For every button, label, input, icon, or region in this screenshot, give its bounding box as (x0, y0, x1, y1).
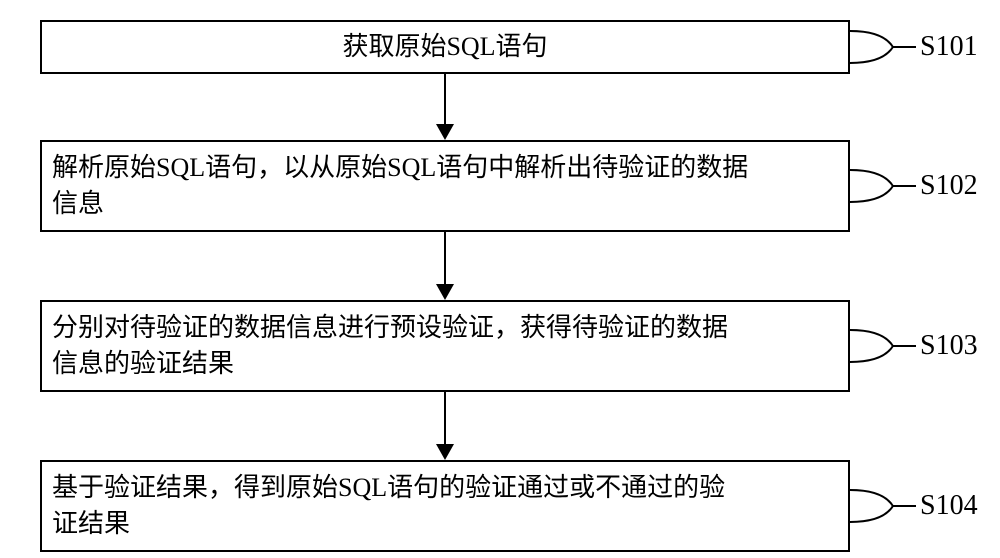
connector-curve (850, 168, 920, 204)
flowchart-canvas: 获取原始SQL语句解析原始SQL语句，以从原始SQL语句中解析出待验证的数据信息… (0, 0, 1000, 558)
flow-node-text: 获取原始SQL语句 (52, 29, 838, 65)
flow-node-text: 基于验证结果，得到原始SQL语句的验证通过或不通过的验证结果 (52, 470, 838, 543)
step-label: S101 (920, 31, 978, 63)
arrow-line (444, 74, 446, 124)
step-label: S104 (920, 490, 978, 522)
flow-node: 获取原始SQL语句 (40, 20, 850, 74)
step-label: S103 (920, 330, 978, 362)
connector-curve (850, 488, 920, 524)
connector-curve (850, 328, 920, 364)
flow-node: 基于验证结果，得到原始SQL语句的验证通过或不通过的验证结果 (40, 460, 850, 552)
flow-node: 解析原始SQL语句，以从原始SQL语句中解析出待验证的数据信息 (40, 140, 850, 232)
arrow-head-icon (436, 444, 454, 460)
flow-node-text: 分别对待验证的数据信息进行预设验证，获得待验证的数据信息的验证结果 (52, 310, 838, 383)
arrow-line (444, 392, 446, 444)
flow-node: 分别对待验证的数据信息进行预设验证，获得待验证的数据信息的验证结果 (40, 300, 850, 392)
flow-node-text: 解析原始SQL语句，以从原始SQL语句中解析出待验证的数据信息 (52, 150, 838, 223)
connector-curve (850, 29, 920, 65)
arrow-head-icon (436, 284, 454, 300)
step-label: S102 (920, 170, 978, 202)
arrow-head-icon (436, 124, 454, 140)
arrow-line (444, 232, 446, 284)
